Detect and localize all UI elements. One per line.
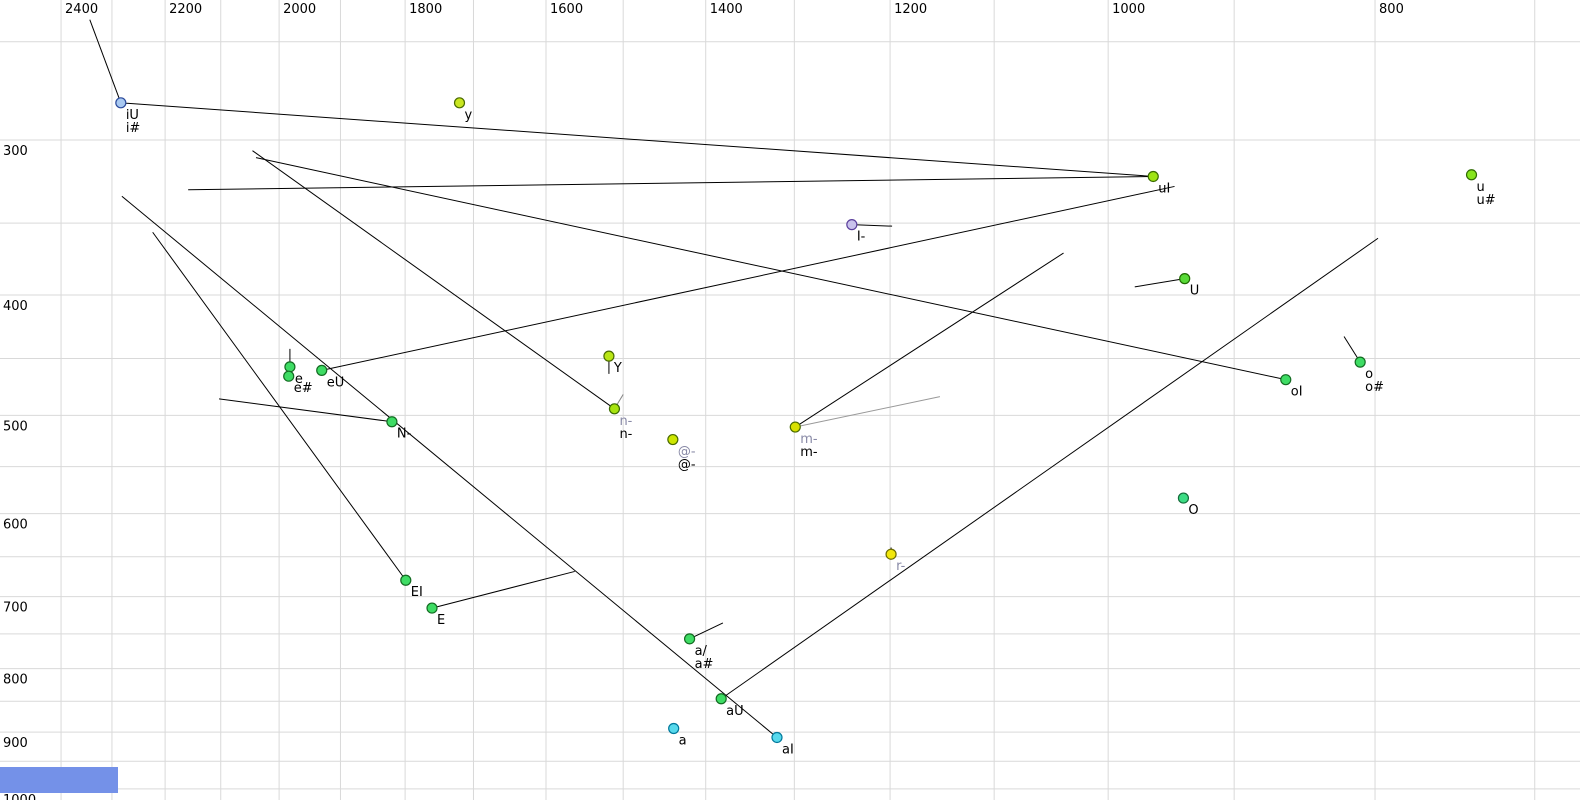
data-point-a/[interactable] xyxy=(683,633,696,645)
selection-bar[interactable] xyxy=(0,767,118,793)
point-label-EI: EI xyxy=(411,585,423,600)
data-point-aI[interactable] xyxy=(771,731,783,744)
point-label-o: o xyxy=(1365,367,1373,382)
data-point-oI[interactable] xyxy=(1280,374,1292,386)
data-point-uI[interactable] xyxy=(1147,170,1159,183)
point-label-e: e xyxy=(295,372,303,387)
y-axis-tick-label: 900 xyxy=(3,736,28,751)
data-point-u[interactable] xyxy=(1465,169,1478,181)
y-axis-tick-label: 300 xyxy=(3,144,28,159)
point-label-u: u# xyxy=(1477,193,1496,208)
x-axis-tick-label: 1800 xyxy=(409,2,442,17)
y-axis-tick-label: 400 xyxy=(3,299,28,314)
data-point-U[interactable] xyxy=(1179,273,1191,285)
x-axis-tick-label: 2000 xyxy=(283,2,316,17)
data-point-iU[interactable] xyxy=(115,97,127,109)
y-axis-tick-label: 600 xyxy=(3,518,28,533)
data-point-E[interactable] xyxy=(426,602,438,614)
trajectory-tail-m- xyxy=(794,252,1064,428)
trajectory-tail-m- xyxy=(795,396,941,428)
trajectory-tail-U xyxy=(1134,278,1185,288)
point-label-u: u xyxy=(1477,180,1485,195)
y-axis-tick-label: 500 xyxy=(3,419,28,434)
point-label-m-: m- xyxy=(800,445,818,460)
point-label-U: U xyxy=(1190,284,1200,299)
data-point-y[interactable] xyxy=(453,97,466,109)
trajectory-tail-I- xyxy=(851,224,893,227)
data-point-m-[interactable] xyxy=(789,421,801,433)
point-label-y: y xyxy=(465,108,473,123)
point-label-e#: e# xyxy=(294,381,313,396)
point-label-E: E xyxy=(437,613,445,628)
x-axis-tick-label: 1600 xyxy=(550,2,583,17)
point-label-aU: aU xyxy=(726,704,743,719)
trajectory-tail-iU xyxy=(89,19,122,103)
trajectory-tail-EI xyxy=(152,231,407,581)
point-label-eU: eU xyxy=(327,375,345,390)
data-point-r-[interactable] xyxy=(885,548,897,560)
data-point-o[interactable] xyxy=(1354,356,1366,368)
x-axis-tick-label: 800 xyxy=(1379,2,1404,17)
point-label-aI: aI xyxy=(782,742,794,757)
trajectory-line xyxy=(121,195,778,738)
data-point-N-[interactable] xyxy=(386,416,398,428)
data-point-e#[interactable] xyxy=(283,370,295,382)
point-label-O: O xyxy=(1188,503,1198,518)
y-axis-tick-label: 800 xyxy=(3,673,28,688)
trajectory-tail-n- xyxy=(252,150,615,410)
data-point-e[interactable] xyxy=(284,361,296,373)
point-label-a/: a/ xyxy=(695,644,708,659)
point-label-a/: a# xyxy=(695,657,714,672)
point-label-oI: oI xyxy=(1291,385,1303,400)
x-axis-tick-label: 1000 xyxy=(1112,2,1145,17)
point-label-N-: N- xyxy=(397,427,412,442)
point-label-a: a xyxy=(679,734,687,749)
data-point-Y[interactable] xyxy=(603,350,615,362)
point-label-Y: Y xyxy=(613,361,622,376)
point-label-o: o# xyxy=(1365,380,1384,395)
trajectory-tail-eU xyxy=(321,185,1175,371)
point-label-n-: n- xyxy=(619,427,632,442)
data-point-n-[interactable] xyxy=(608,403,621,415)
data-point-EI[interactable] xyxy=(400,574,412,586)
data-point-O[interactable] xyxy=(1177,492,1190,504)
data-point-I-[interactable] xyxy=(846,219,858,231)
x-axis-tick-label: 2200 xyxy=(169,2,202,17)
y-axis-tick-label: 1000 xyxy=(3,793,36,800)
point-label-iU: iU xyxy=(126,108,139,123)
x-axis-tick-label: 1400 xyxy=(710,2,743,17)
trajectory-tail-oI xyxy=(255,157,1286,381)
trajectory-tail-aU xyxy=(720,237,1379,700)
point-label-I-: I- xyxy=(857,230,866,245)
point-label-@-: @- xyxy=(678,458,696,473)
point-label-m-: m- xyxy=(800,432,818,447)
trajectory-tail-uI xyxy=(188,175,1154,191)
data-point-aU[interactable] xyxy=(715,693,727,705)
point-label-@-: @- xyxy=(678,445,696,460)
data-point-eU[interactable] xyxy=(316,364,328,376)
trajectory-tail-a/ xyxy=(689,622,724,640)
x-axis-tick-label: 1200 xyxy=(894,2,927,17)
point-label-r-: r- xyxy=(896,559,906,574)
x-axis-tick-label: 2400 xyxy=(65,2,98,17)
point-label-iU: i# xyxy=(126,121,141,136)
y-axis-tick-label: 700 xyxy=(3,601,28,616)
data-point-@-[interactable] xyxy=(667,433,679,446)
data-point-a[interactable] xyxy=(668,722,680,735)
trajectory-tail-iU xyxy=(120,102,1154,177)
trajectory-tail-E xyxy=(431,570,575,609)
trajectory-tail-N- xyxy=(218,398,392,423)
point-label-n-: n- xyxy=(619,414,632,429)
point-label-uI: uI xyxy=(1158,181,1170,196)
